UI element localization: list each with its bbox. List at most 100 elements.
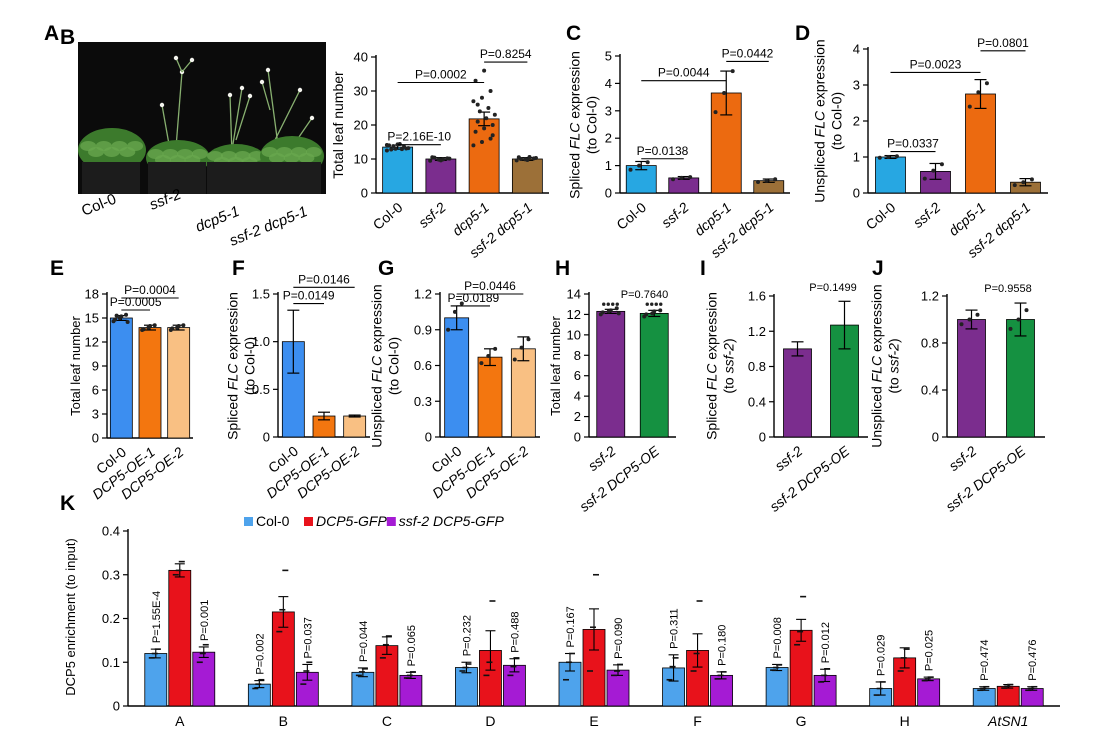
data-point [525,158,530,163]
label-part: DCP5 enrichment (to input) [63,538,78,696]
p-value-label: P=0.025 [924,630,936,671]
label-part: (to [720,373,736,393]
y-tick-label: 20 [354,118,368,133]
data-point [113,317,118,322]
y-tick-label: 0.3 [414,394,432,409]
p-value-label: P=0.001 [199,600,211,641]
bar [144,653,168,707]
p-value-label: P=0.0005 [110,295,162,309]
data-point [490,133,495,138]
label-part: (to Col-0) [583,96,599,154]
data-point [1029,177,1034,182]
x-tick-label: ssf-2 [910,199,944,231]
y-tick-label: 0 [932,430,939,445]
data-point [473,78,478,83]
y-tick-label: 6 [92,383,99,398]
data-point [1016,317,1021,322]
label-part: FLC [369,355,385,382]
panel-letter-a: A [44,22,59,45]
label-part: FLC [704,363,720,390]
data-point [447,156,452,161]
y-tick-label: 0 [263,430,270,445]
data-point [654,302,658,306]
x-tick-label: ssf-2 [585,443,619,474]
x-tick-label: A [175,713,185,729]
data-point [976,90,981,95]
p-value-label: P=0.180 [717,625,729,666]
data-point [650,302,654,306]
data-point [393,146,398,151]
bar [351,671,375,707]
label-part: Unspliced [812,137,828,202]
data-point [152,323,157,328]
bar [1020,688,1044,707]
bar [343,415,367,438]
flower [265,67,271,73]
legend-swatch [386,517,396,526]
data-point [176,324,181,328]
y-tick-label: 0 [605,186,612,201]
data-point [645,302,649,306]
data-point [1024,308,1029,313]
label-part: expression [704,292,720,364]
data-point [519,345,524,350]
data-point [459,301,464,306]
data-point [606,302,610,306]
x-tick-label: F [693,713,702,729]
label-part: Total leaf number [68,315,83,415]
data-point [512,357,517,362]
x-tick-label: AtSN1 [987,713,1028,729]
data-point [975,312,980,317]
y-tick-label: 0 [574,430,581,445]
panel-letter-k: K [60,492,75,515]
y-tick-label: 1.6 [748,289,766,304]
y-tick-label: 9 [92,359,99,374]
data-point [141,327,146,332]
data-point [644,312,649,317]
label-part: expression [567,51,583,123]
flower [239,85,245,91]
bar [382,146,414,194]
data-point [939,162,944,167]
data-point [477,109,482,114]
data-point [1008,326,1013,331]
panel-letter-c: C [566,22,581,45]
y-axis-label: Total leaf number [548,315,563,415]
p-value-label: P=0.474 [979,639,991,680]
y-tick-label: 18 [85,287,99,302]
bar [399,674,423,707]
data-point [533,155,538,160]
y-tick-label: 12 [567,307,581,322]
data-point [886,155,891,159]
legend-label: DCP5-GFP [316,513,387,529]
data-point [688,175,693,180]
x-tick-label: C [382,713,392,729]
y-tick-label: 0.8 [748,359,766,374]
x-tick-label: ssf-2 DCP5-OE [576,442,662,514]
bar [917,678,941,707]
y-axis-label: Spliced FLC expression(to Col-0) [225,292,258,440]
p-value-label: P=0.167 [565,606,577,647]
p-value-label: P=0.0337 [887,137,939,151]
data-point [959,322,964,327]
data-point [432,155,437,160]
p-value-label: P=0.012 [820,622,832,663]
data-point [608,308,613,313]
y-tick-label: 3 [92,407,99,422]
y-tick-label: 1.5 [252,287,270,302]
plant-stem [181,59,193,73]
p-value-label: P=0.476 [1027,639,1039,680]
data-point [119,314,124,319]
data-point [615,302,619,306]
flower [159,102,165,108]
legend-label: Col-0 [256,513,290,529]
plant-stem [235,95,251,141]
p-value-label: P=0.0002 [415,68,467,82]
data-point [984,81,989,86]
data-point [486,106,491,110]
panel-letter-f: F [232,257,245,280]
y-axis-label: Spliced FLC expression(to Col-0) [567,51,600,199]
data-point [713,110,718,115]
p-value-label: P=0.9558 [984,283,1031,295]
